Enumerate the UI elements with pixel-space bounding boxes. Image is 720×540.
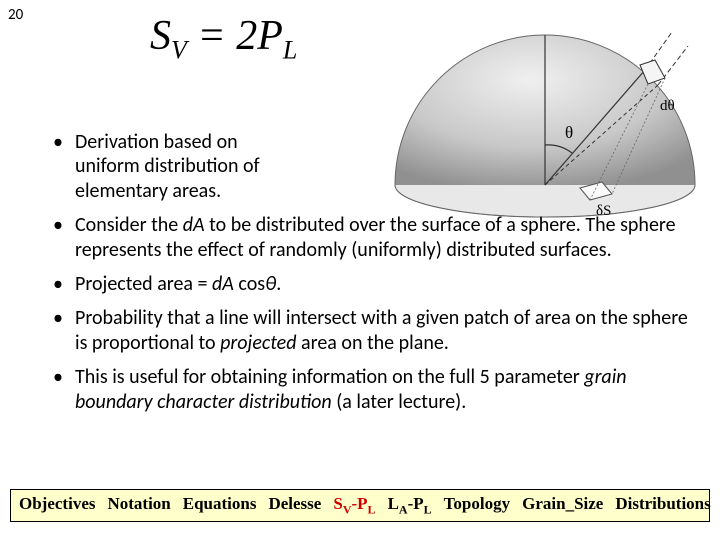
footer-delesse: Delesse [268,494,321,517]
formula-S: S [150,13,171,59]
footer-equations: Equations [183,494,257,517]
footer-lapl: LA-PL [388,494,432,517]
bullet-2: Consider the dA to be distributed over t… [45,213,702,262]
page-number: 20 [8,6,23,24]
footer-nav: Objectives Notation Equations Delesse SV… [10,489,710,522]
footer-notation: Notation [107,494,170,517]
title-formula: SV = 2PL [150,12,297,65]
bullet-3: Projected area = dA cosθ. [45,272,702,296]
bullet-4: Probability that a line will intersect w… [45,306,702,355]
bullet-1: Derivation based on uniform distribution… [45,130,702,203]
footer-grainsize: Grain_Size [522,494,603,517]
formula-eq: = 2 [187,13,257,59]
footer-svpl: SV-PL [333,494,375,517]
bullet-5: This is useful for obtaining information… [45,365,702,414]
bullet-list: Derivation based on uniform distribution… [45,130,702,424]
formula-P: P [257,13,283,59]
formula-L: L [283,35,297,64]
formula-V: V [171,35,187,64]
dtheta-label: dθ [660,98,675,114]
bullet-1-text: Derivation based on uniform distribution… [75,130,305,203]
footer-distributions: Distributions [615,494,710,517]
footer-topology: Topology [444,494,510,517]
footer-objectives: Objectives [19,494,95,517]
